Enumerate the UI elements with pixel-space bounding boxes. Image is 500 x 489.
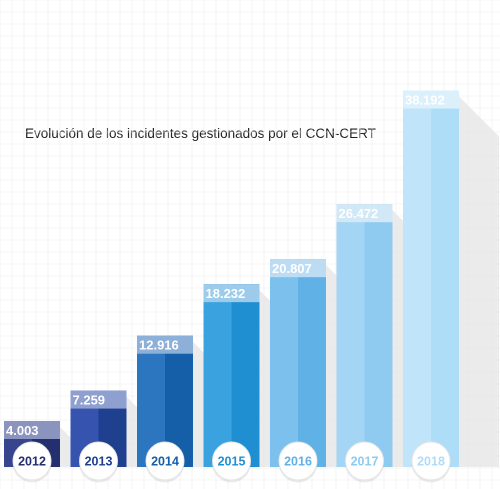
value-label-bg <box>137 335 193 354</box>
value-label-bg <box>203 284 260 303</box>
value-label-bg <box>336 204 393 223</box>
bar-2017 <box>336 204 365 467</box>
value-label-bg <box>403 90 459 109</box>
bar-right-2016 <box>298 259 326 467</box>
bar-shadow <box>459 96 499 467</box>
value-label-2017: 26.472 <box>339 206 379 221</box>
bar-2015 <box>203 284 232 467</box>
x-tick-label-2014: 2014 <box>151 455 179 469</box>
x-tick-label-2013: 2013 <box>85 455 113 469</box>
value-label-2018: 38.192 <box>405 93 445 108</box>
x-tick-label-2018: 2018 <box>417 455 445 469</box>
year-badge <box>12 441 52 481</box>
year-badge <box>345 441 384 481</box>
year-badge <box>411 441 451 481</box>
bar-right-2017 <box>364 204 393 467</box>
bar-group-2015: 18.232 2015 <box>203 284 300 483</box>
bar-right-2018 <box>431 90 459 467</box>
x-tick-label-2017: 2017 <box>351 455 379 469</box>
x-tick-label-2012: 2012 <box>18 455 46 469</box>
x-tick-label-2015: 2015 <box>218 455 246 469</box>
bar-group-2014: 12.916 2014 <box>137 335 233 483</box>
value-label-2012: 4.003 <box>6 423 39 438</box>
bars: 4.003 2012 7.259 2013 12.916 2014 18.232 2015 20… <box>4 90 499 483</box>
bar-2016 <box>270 259 298 467</box>
bar-group-2013: 7.259 2013 <box>70 390 167 483</box>
value-label-bg <box>4 421 60 439</box>
value-label-bg <box>70 390 127 409</box>
year-badge <box>212 441 251 481</box>
value-label-2016: 20.807 <box>272 261 312 276</box>
x-tick-label-2016: 2016 <box>284 455 312 469</box>
value-label-2015: 18.232 <box>206 286 246 301</box>
year-badge <box>79 441 118 481</box>
value-label-bg <box>270 259 326 278</box>
bar-2018 <box>403 90 431 467</box>
year-badge <box>278 441 318 481</box>
bar-group-2018: 38.192 2018 <box>403 90 499 483</box>
bar-right-2015 <box>231 284 260 467</box>
value-label-2014: 12.916 <box>139 338 179 353</box>
value-label-2013: 7.259 <box>73 393 106 408</box>
year-badge <box>145 441 185 481</box>
